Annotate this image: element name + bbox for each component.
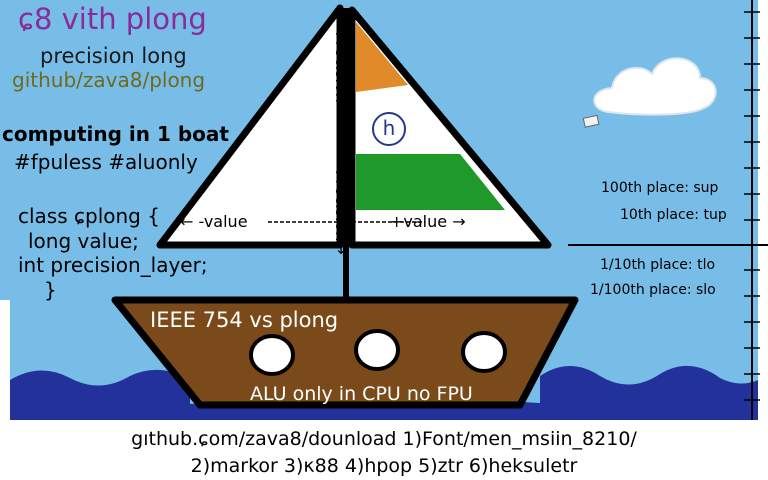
- code-line: int precision_layer;: [18, 253, 208, 277]
- code-line: class ɕplong {: [18, 204, 160, 228]
- positive-value-label: +value →: [390, 212, 466, 231]
- hull-label-bottom: ALU only in CPU no FPU: [250, 383, 473, 405]
- porthole-2: [354, 329, 400, 371]
- left-text-panel: [0, 0, 240, 300]
- page-title: ɕ8 vith plong: [18, 2, 207, 36]
- footer-line: 2)markor 3)κ88 4)hpop 5)ztr 6)heksuletr: [190, 455, 578, 477]
- subtitle: precision long: [40, 44, 187, 68]
- ruler-ticks: [744, 11, 760, 401]
- ruler-label: 1/100th place: slo: [590, 282, 716, 298]
- repo-link[interactable]: github/zava8/plong: [12, 68, 206, 92]
- hull-label-top: IEEE 754 vs plong: [150, 308, 339, 332]
- footer-line: gıthub.ɕom/zava8/dounload 1)Font/men_msi…: [131, 428, 637, 450]
- code-line: }: [44, 278, 57, 302]
- heading: computing in 1 boat: [2, 122, 229, 146]
- cloud: [593, 57, 717, 116]
- porthole-3: [461, 331, 507, 373]
- kite: [582, 114, 600, 128]
- precision-label-top: ←Precision----: [332, 18, 351, 126]
- saffron-band: [356, 22, 408, 92]
- hull: [111, 296, 579, 409]
- ruler-label: 10th place: tup: [620, 207, 727, 223]
- ruler-label: 100th place: sup: [601, 180, 719, 196]
- green-band: [356, 154, 505, 210]
- porthole-1: [249, 334, 295, 376]
- negative-value-label: ← -value: [180, 212, 248, 231]
- hashtags: #fpuless #aluonly: [14, 150, 198, 174]
- precision-label-bottom: Precision→: [332, 170, 351, 255]
- h-logo-icon: h: [372, 112, 406, 146]
- code-line: long value;: [28, 229, 139, 253]
- ruler-label: 1/10th place: tlo: [600, 257, 716, 273]
- main-sail: [156, 4, 344, 249]
